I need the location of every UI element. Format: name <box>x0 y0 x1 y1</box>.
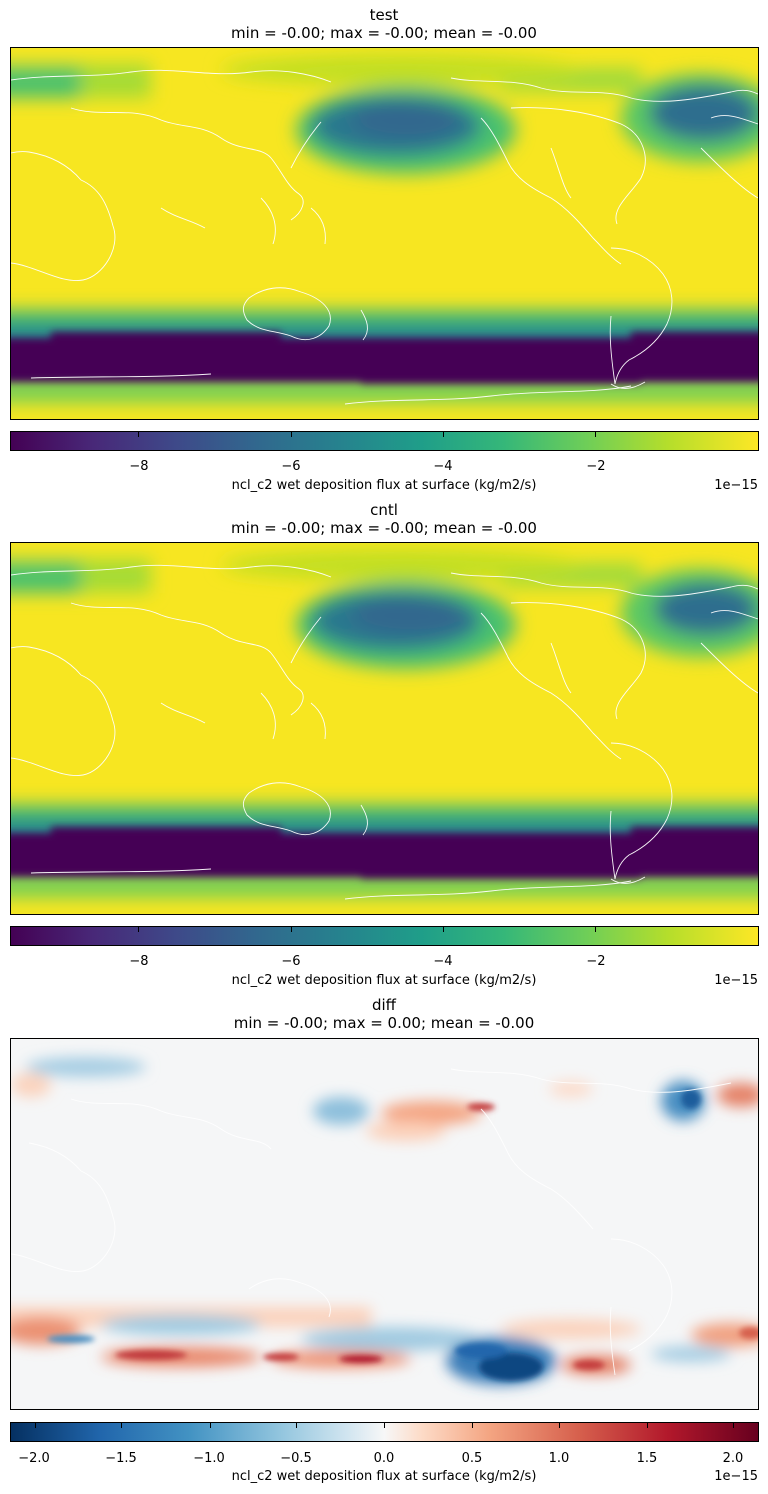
colorbar-tick-label: 0.0 <box>373 1451 395 1466</box>
colorbar-label: ncl_c2 wet deposition flux at surface (k… <box>231 1469 537 1484</box>
colorbar-tick <box>647 1423 648 1428</box>
colorbar-tick <box>138 927 139 932</box>
colorbar-label: ncl_c2 wet deposition flux at surface (k… <box>231 973 537 988</box>
colorbar-tick <box>443 927 444 932</box>
colorbar-tick-label: −1.5 <box>105 1451 137 1466</box>
colorbar-exponent: 1e−15 <box>714 1469 758 1484</box>
colorbar-label: ncl_c2 wet deposition flux at surface (k… <box>231 478 537 493</box>
panel-title: cntl <box>370 501 398 519</box>
colorbar-tick <box>210 1423 211 1428</box>
map-cntl <box>10 542 759 915</box>
colorbar-tick <box>121 1423 122 1428</box>
colorbar-tick-label: −2 <box>586 459 606 474</box>
map-diff <box>10 1038 759 1410</box>
colorbar-exponent: 1e−15 <box>714 478 758 493</box>
colorbar-tick-label: 2.0 <box>722 1451 744 1466</box>
colorbar-tick <box>443 432 444 437</box>
colorbar-tick-label: −8 <box>129 459 149 474</box>
colorbar-tick-label: −8 <box>129 954 149 969</box>
panel-title: diff <box>371 996 397 1014</box>
colorbar-tick <box>595 927 596 932</box>
colorbar-tick <box>559 1423 560 1428</box>
colorbar-tick-label: −2 <box>586 954 606 969</box>
colorbar-tick-label: −2.0 <box>18 1451 50 1466</box>
colorbar-tick-label: −4 <box>433 954 453 969</box>
colorbar-tick-label: −1.0 <box>193 1451 225 1466</box>
colorbar-tick <box>138 432 139 437</box>
colorbar-tick <box>733 1423 734 1428</box>
colorbar-tick-label: 1.5 <box>636 1451 658 1466</box>
panel-stats: min = -0.00; max = 0.00; mean = -0.00 <box>233 1014 535 1032</box>
colorbar-cntl <box>10 926 759 946</box>
panel-title: test <box>369 6 399 24</box>
colorbar-tick <box>384 1423 385 1428</box>
colorbar-tick-label: −6 <box>281 954 301 969</box>
colorbar-tick <box>291 432 292 437</box>
colorbar-tick-label: −6 <box>281 459 301 474</box>
colorbar-tick <box>291 927 292 932</box>
colorbar-diff <box>10 1422 759 1442</box>
colorbar-tick <box>296 1423 297 1428</box>
colorbar-tick-label: 0.5 <box>461 1451 483 1466</box>
panel-stats: min = -0.00; max = -0.00; mean = -0.00 <box>231 519 537 537</box>
colorbar-exponent: 1e−15 <box>714 973 758 988</box>
colorbar-tick <box>595 432 596 437</box>
colorbar-tick-label: 1.0 <box>548 1451 570 1466</box>
panel-stats: min = -0.00; max = -0.00; mean = -0.00 <box>231 24 537 42</box>
colorbar-test <box>10 431 759 451</box>
colorbar-tick <box>35 1423 36 1428</box>
map-test <box>10 47 759 420</box>
colorbar-tick <box>472 1423 473 1428</box>
colorbar-tick-label: −4 <box>433 459 453 474</box>
colorbar-tick-label: −0.5 <box>280 1451 312 1466</box>
